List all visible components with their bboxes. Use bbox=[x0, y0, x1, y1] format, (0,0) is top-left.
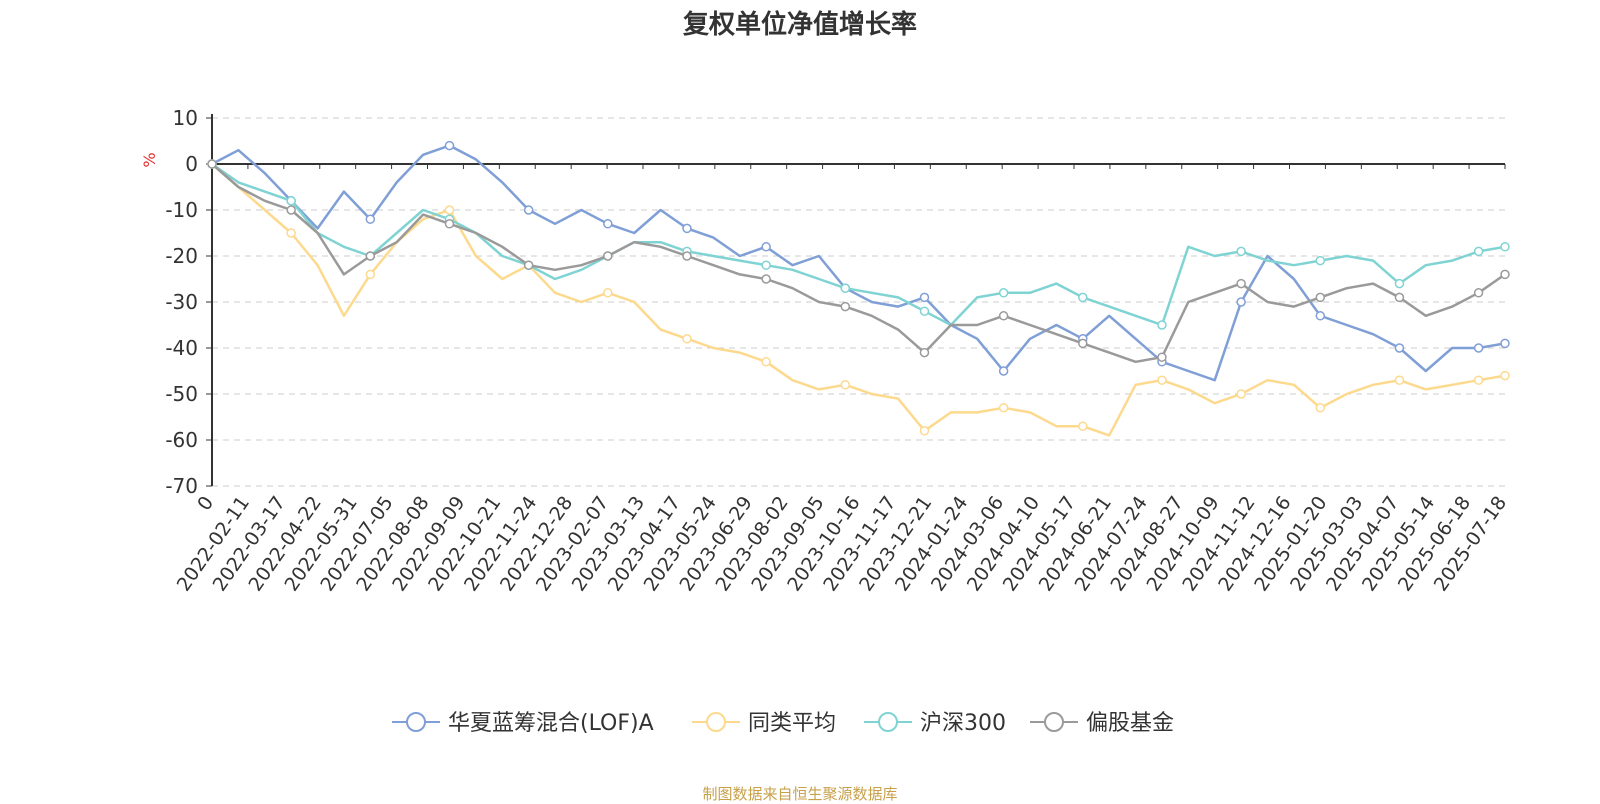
legend-marker-icon bbox=[406, 712, 426, 732]
x-tick-label: 0 bbox=[193, 492, 218, 515]
data-point bbox=[1236, 278, 1246, 289]
data-point bbox=[919, 306, 930, 316]
data-point bbox=[1315, 403, 1326, 413]
series-line bbox=[211, 162, 1506, 327]
data-point bbox=[523, 205, 534, 215]
data-point bbox=[840, 283, 851, 293]
data-point bbox=[1394, 343, 1405, 353]
data-point bbox=[1236, 389, 1246, 399]
legend-item[interactable]: 华夏蓝筹混合(LOF)A bbox=[392, 711, 654, 736]
data-point bbox=[1394, 278, 1405, 289]
data-point bbox=[444, 219, 455, 229]
series-line bbox=[211, 163, 1506, 437]
data-point bbox=[1500, 269, 1510, 280]
data-point bbox=[998, 311, 1009, 321]
data-point bbox=[1315, 292, 1326, 303]
y-tick-label: -20 bbox=[165, 244, 198, 268]
y-axis-unit-label: % bbox=[140, 152, 159, 167]
data-point bbox=[1315, 255, 1326, 266]
chart-title: 复权单位净值增长率 bbox=[682, 10, 917, 40]
data-point bbox=[998, 288, 1009, 298]
data-point bbox=[207, 159, 217, 169]
data-point bbox=[761, 242, 771, 252]
data-point bbox=[919, 347, 930, 358]
data-point bbox=[1078, 292, 1088, 303]
data-point bbox=[1236, 297, 1246, 307]
data-point bbox=[998, 403, 1009, 413]
data-point bbox=[1473, 246, 1484, 257]
legend-marker-icon bbox=[878, 712, 898, 732]
series-lines bbox=[207, 140, 1510, 437]
data-point bbox=[840, 301, 851, 312]
data-point bbox=[523, 260, 534, 270]
data-point bbox=[919, 426, 930, 436]
data-point bbox=[761, 357, 771, 367]
data-point bbox=[840, 380, 851, 390]
legend-marker-icon bbox=[1044, 712, 1064, 732]
data-point bbox=[682, 251, 692, 261]
data-point bbox=[603, 219, 613, 229]
series-line bbox=[211, 144, 1506, 382]
y-tick-label: 10 bbox=[173, 106, 198, 130]
data-source-note: 制图数据来自恒生聚源数据库 bbox=[702, 785, 898, 803]
data-point bbox=[1473, 288, 1484, 298]
data-point bbox=[1157, 375, 1167, 385]
data-point bbox=[761, 260, 771, 270]
data-point bbox=[682, 334, 692, 344]
data-point bbox=[1500, 242, 1510, 252]
data-point bbox=[1473, 343, 1484, 353]
data-point bbox=[365, 251, 376, 261]
y-tick-label: 0 bbox=[185, 152, 198, 176]
data-point bbox=[919, 292, 930, 303]
data-point bbox=[286, 205, 296, 215]
data-point bbox=[286, 196, 296, 206]
y-tick-label: -10 bbox=[165, 198, 198, 222]
axes: 100-10-20-30-40-50-60-70%02022-02-112022… bbox=[140, 106, 1511, 595]
data-point bbox=[1157, 352, 1167, 362]
legend-item[interactable]: 偏股基金 bbox=[1030, 711, 1174, 736]
data-point bbox=[365, 269, 376, 280]
data-point bbox=[444, 205, 455, 215]
data-point bbox=[1078, 421, 1088, 431]
legend-item[interactable]: 沪深300 bbox=[864, 711, 1006, 736]
data-point bbox=[998, 366, 1009, 376]
legend-label: 沪深300 bbox=[920, 711, 1006, 736]
data-point bbox=[1315, 311, 1326, 321]
data-point bbox=[682, 223, 692, 234]
legend[interactable]: 华夏蓝筹混合(LOF)A 同类平均 沪深300 偏股基金 bbox=[392, 711, 1174, 736]
data-point bbox=[444, 140, 455, 151]
legend-item[interactable]: 同类平均 bbox=[692, 711, 836, 736]
data-point bbox=[1500, 370, 1510, 381]
y-tick-label: -70 bbox=[165, 474, 198, 498]
y-tick-label: -40 bbox=[165, 336, 198, 360]
data-point bbox=[1473, 375, 1484, 385]
y-tick-label: -30 bbox=[165, 290, 198, 314]
legend-label: 同类平均 bbox=[748, 711, 836, 736]
legend-label: 偏股基金 bbox=[1086, 711, 1174, 736]
data-point bbox=[365, 214, 376, 224]
legend-marker-icon bbox=[706, 712, 726, 732]
data-point bbox=[761, 274, 771, 284]
data-point bbox=[603, 288, 613, 298]
data-point bbox=[1078, 338, 1088, 349]
legend-label: 华夏蓝筹混合(LOF)A bbox=[448, 711, 654, 736]
data-point bbox=[1157, 320, 1167, 330]
data-point bbox=[603, 251, 613, 261]
data-point bbox=[1394, 292, 1405, 303]
y-tick-label: -60 bbox=[165, 428, 198, 452]
series-line bbox=[211, 163, 1506, 364]
data-point bbox=[1500, 338, 1510, 349]
data-point bbox=[1236, 246, 1246, 257]
data-point bbox=[286, 228, 296, 238]
y-tick-label: -50 bbox=[165, 382, 198, 406]
data-point bbox=[1394, 375, 1405, 385]
